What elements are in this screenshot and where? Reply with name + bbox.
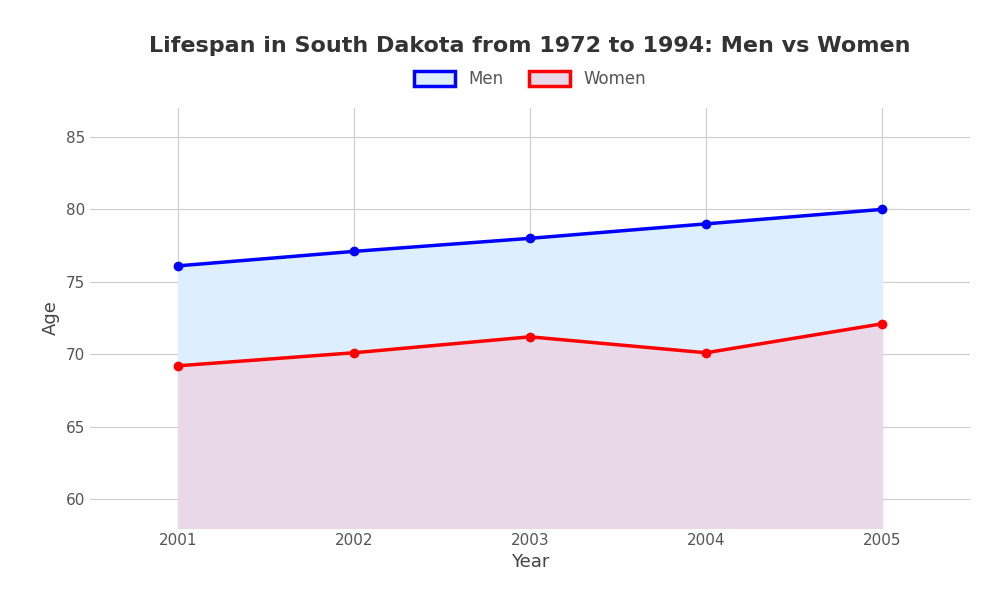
Y-axis label: Age: Age <box>42 301 60 335</box>
Title: Lifespan in South Dakota from 1972 to 1994: Men vs Women: Lifespan in South Dakota from 1972 to 19… <box>149 37 911 56</box>
X-axis label: Year: Year <box>511 553 549 571</box>
Legend: Men, Women: Men, Women <box>405 62 655 97</box>
